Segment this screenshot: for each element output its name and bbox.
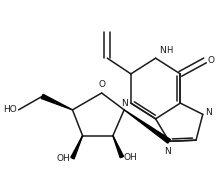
Text: N: N	[159, 46, 166, 55]
Text: H: H	[166, 46, 172, 55]
Text: OH: OH	[124, 153, 137, 161]
Text: O: O	[208, 56, 215, 65]
Polygon shape	[124, 110, 170, 143]
Text: O: O	[98, 80, 105, 89]
Polygon shape	[41, 94, 72, 110]
Text: N: N	[121, 99, 128, 108]
Polygon shape	[113, 136, 124, 158]
Text: N: N	[205, 108, 212, 117]
Text: HO: HO	[3, 105, 17, 114]
Text: OH: OH	[57, 154, 71, 163]
Text: N: N	[165, 147, 171, 156]
Polygon shape	[71, 136, 83, 159]
